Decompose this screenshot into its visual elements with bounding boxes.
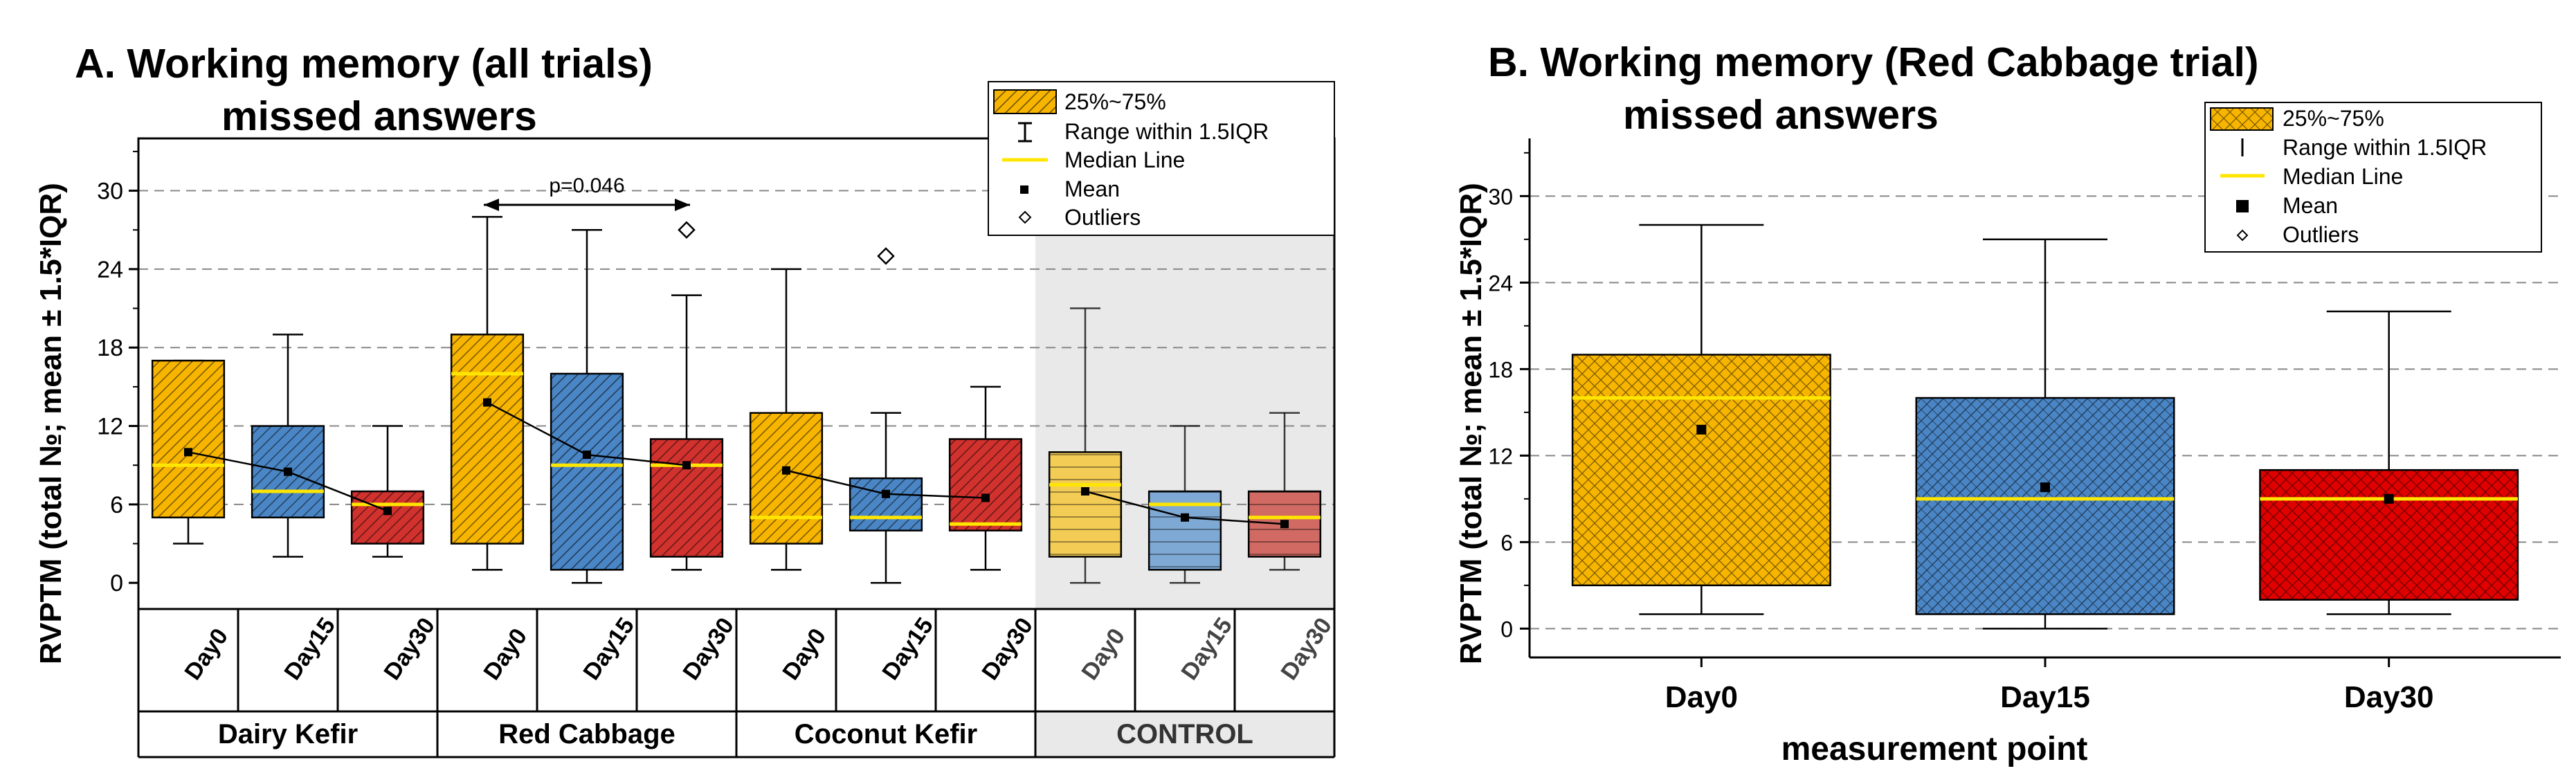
p-value-text: p=0.046 <box>549 174 624 197</box>
outlier-marker <box>678 221 696 239</box>
box-hatch <box>451 334 523 544</box>
legend-whisker-label: Range within 1.5IQR <box>1064 119 1269 144</box>
y-tick-label: 18 <box>97 335 123 361</box>
mean-marker <box>2384 493 2394 504</box>
x-category-label: Day15 <box>1176 613 1237 685</box>
y-tick-label: 30 <box>1488 184 1513 209</box>
y-tick-label: 6 <box>1500 530 1513 555</box>
box-dairy-kefir-day15 <box>251 334 325 558</box>
y-tick-label: 6 <box>110 492 123 518</box>
box-hatch <box>352 491 424 544</box>
legend-b-outlier-label: Outliers <box>2283 222 2359 247</box>
legend-outlier-icon <box>1018 210 1032 224</box>
legend-b-outlier-icon <box>2236 229 2249 242</box>
chart-b-xlabel: measurement point <box>1781 731 2088 767</box>
box-hatch <box>750 412 822 544</box>
y-tick-label: 24 <box>97 257 123 283</box>
legend-b-mean-label: Mean <box>2283 193 2338 218</box>
y-tick-label: 12 <box>97 414 123 440</box>
box-hatch <box>152 361 224 518</box>
box-day0 <box>1571 224 1831 615</box>
legend-outlier-label: Outliers <box>1064 205 1141 230</box>
y-tick-label: 0 <box>110 570 123 597</box>
group-label: Coconut Kefir <box>795 719 977 749</box>
legend-b-box-label: 25%~75% <box>2283 106 2384 131</box>
group-label: CONTROL <box>1116 719 1253 749</box>
outlier-marker <box>877 247 895 265</box>
x-category-label: Day15 <box>279 613 341 685</box>
chart-b-plot: 0 6 12 18 24 30 Day0 Day15 Day30 <box>1488 138 2561 714</box>
box-hatch <box>551 374 623 570</box>
p-value-annotation: p=0.046 <box>549 174 624 197</box>
chart-b-legend: 25%~75% Range within 1.5IQR Median Line … <box>2204 102 2542 253</box>
chart-a-subtitle: missed answers <box>221 93 537 139</box>
x-category-label: Day0 <box>1665 680 1738 714</box>
chart-a-title: A. Working memory (all trials) <box>75 41 653 87</box>
box-control-day30 <box>1247 412 1322 571</box>
legend-b-mean-icon <box>2236 200 2249 212</box>
box-red-cabbage-day0 <box>450 216 525 571</box>
x-category-label: Day30 <box>977 613 1038 685</box>
box-day30 <box>2259 310 2519 615</box>
p-value-arrow-head-left <box>484 199 499 211</box>
y-tick-label: 12 <box>1488 444 1513 469</box>
box-hatch <box>1049 452 1121 557</box>
x-category-label: Day0 <box>478 624 532 684</box>
mean-trend-line <box>786 469 986 499</box>
control-label-shading <box>1035 711 1334 757</box>
chart-b-subtitle: missed answers <box>1623 92 1939 138</box>
mean-trend-line <box>188 451 388 512</box>
p-value-arrow-head-right <box>675 199 690 211</box>
x-category-label: Day0 <box>777 624 831 684</box>
chart-a-ylabel: RVPTM (total №; mean ± 1.5*IQR) <box>34 183 68 664</box>
x-category-label: Day30 <box>678 613 739 685</box>
legend-b-whisker-label: Range within 1.5IQR <box>2283 135 2487 160</box>
box-dairy-kefir-day0 <box>151 359 226 545</box>
chart-a-plot: 0 6 12 18 24 30 Day0 Day15 Day30 Dairy Kefir Day0 D… <box>97 137 1337 758</box>
chart-a-legend: 25%~75% Range within 1.5IQR Median Line … <box>988 81 1335 236</box>
y-tick-label: 30 <box>97 179 123 205</box>
box-red-cabbage-day15 <box>550 228 624 584</box>
box-hatch <box>950 439 1022 531</box>
box-hatch <box>850 478 922 531</box>
x-category-label: Day0 <box>179 624 233 684</box>
x-category-label: Day30 <box>1276 613 1337 685</box>
group-label: Dairy Kefir <box>218 719 358 749</box>
legend-median-label: Median Line <box>1064 147 1185 172</box>
mean-marker <box>2040 482 2050 493</box>
y-tick-label: 18 <box>1488 357 1513 382</box>
box-control-day15 <box>1148 425 1222 584</box>
box-dairy-kefir-day30 <box>350 425 425 558</box>
chart-b-title: B. Working memory (Red Cabbage trial) <box>1488 39 2259 85</box>
legend-b-median-label: Median Line <box>2283 164 2403 189</box>
box-control-day0 <box>1048 307 1123 584</box>
box-red-cabbage-day30 <box>649 221 724 571</box>
box-coconut-kefir-day15 <box>849 247 923 584</box>
x-category-label: Day15 <box>877 613 938 685</box>
mean-trend-line <box>487 401 687 466</box>
box-hatch <box>1916 398 2175 615</box>
x-category-label: Day30 <box>379 613 440 685</box>
legend-box-label: 25%~75% <box>1064 89 1166 114</box>
legend-mean-label: Mean <box>1064 176 1120 201</box>
y-tick-label: 0 <box>1500 617 1513 642</box>
x-category-label: Day0 <box>1076 624 1130 684</box>
x-category-label: Day15 <box>578 613 640 685</box>
y-tick-label: 24 <box>1488 271 1513 295</box>
legend-mean-icon <box>1020 185 1028 194</box>
box-hatch <box>2260 470 2518 600</box>
group-label: Red Cabbage <box>498 719 675 749</box>
mean-trend-line <box>1085 490 1285 525</box>
x-category-label: Day15 <box>2000 680 2090 714</box>
box-hatch <box>1572 354 1831 585</box>
chart-b-ylabel: RVPTM (total №; mean ± 1.5*IQR) <box>1454 183 1488 664</box>
box-hatch <box>651 439 723 557</box>
box-coconut-kefir-day0 <box>749 268 824 571</box>
box-day15 <box>1915 238 2175 630</box>
legend-whisker-icon <box>1018 122 1032 143</box>
box-coconut-kefir-day30 <box>948 385 1023 571</box>
x-category-label: Day30 <box>2344 680 2434 714</box>
mean-marker <box>1696 424 1707 435</box>
